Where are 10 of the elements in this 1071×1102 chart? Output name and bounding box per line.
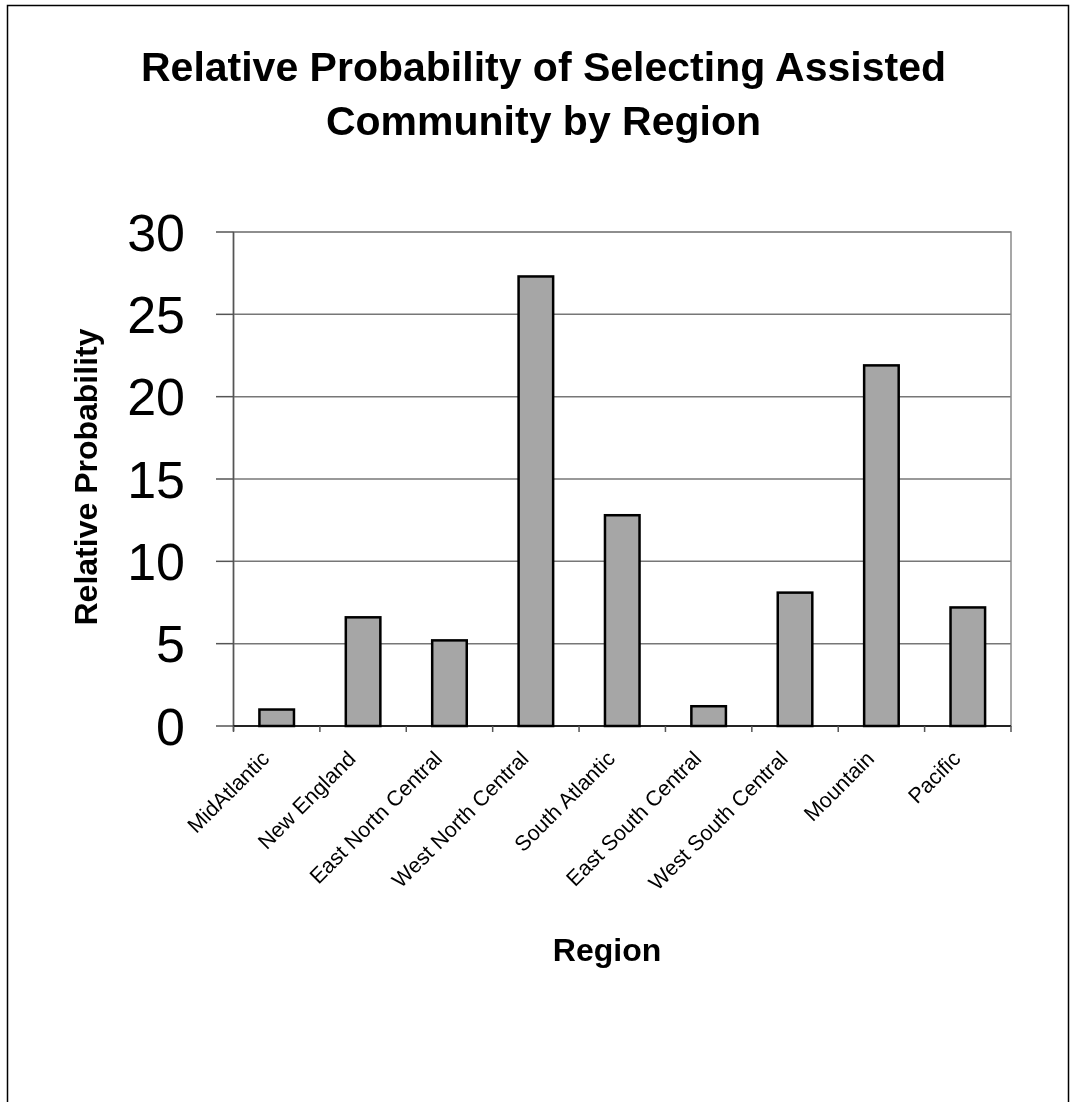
y-tick-label: 5 [156,615,185,674]
y-tick-label: 10 [127,533,185,592]
chart-title: Relative Probability of Selecting Assisted Community by Region [140,43,947,144]
y-axis-title: Relative Probability [68,328,104,626]
x-axis-title: Region [552,932,662,968]
y-tick-label: 25 [127,286,185,345]
y-tick-label: 0 [156,697,185,756]
y-tick-label: 30 [127,203,185,262]
y-tick-label: 15 [127,450,185,509]
y-tick-label: 20 [127,368,185,427]
